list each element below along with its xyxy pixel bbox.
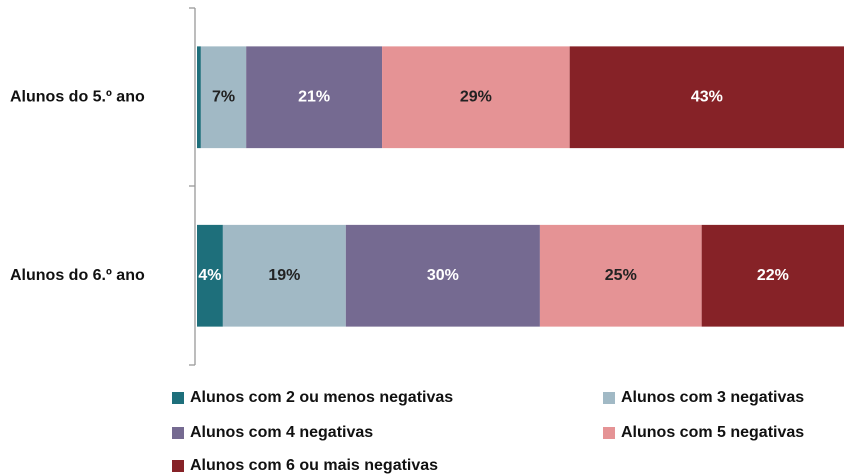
legend-label: Alunos com 5 negativas [621,424,804,441]
data-label: 30% [427,267,459,284]
data-label: 29% [460,88,492,105]
data-label: 7% [212,88,235,105]
y-tick-label: Alunos do 6.º ano [10,267,145,284]
legend-swatch [603,427,615,439]
legend-label: Alunos com 6 ou mais negativas [190,457,438,474]
legend-swatch [603,392,615,404]
bar-segment [200,46,247,149]
data-label: 22% [757,267,789,284]
data-label: 25% [605,267,637,284]
legend-label: Alunos com 4 negativas [190,424,373,441]
data-label: 19% [268,267,300,284]
data-label: 43% [691,88,723,105]
bar-segment [345,224,540,327]
legend-swatch [172,460,184,472]
y-tick-label: Alunos do 5.º ano [10,88,145,105]
bar-segment [197,224,223,327]
bar-segment [222,224,346,327]
bar-segment [197,46,201,149]
legend-swatch [172,392,184,404]
legend-label: Alunos com 3 negativas [621,389,804,406]
bar-segment [382,46,570,149]
bar-segment [569,46,844,149]
data-label: 21% [298,88,330,105]
bar-segment [539,224,702,327]
legend-swatch [172,427,184,439]
legend-label: Alunos com 2 ou menos negativas [190,389,453,406]
bar-segment [246,46,383,149]
axis [189,7,196,366]
data-label: 4% [198,267,221,284]
bar-segment [701,224,844,327]
